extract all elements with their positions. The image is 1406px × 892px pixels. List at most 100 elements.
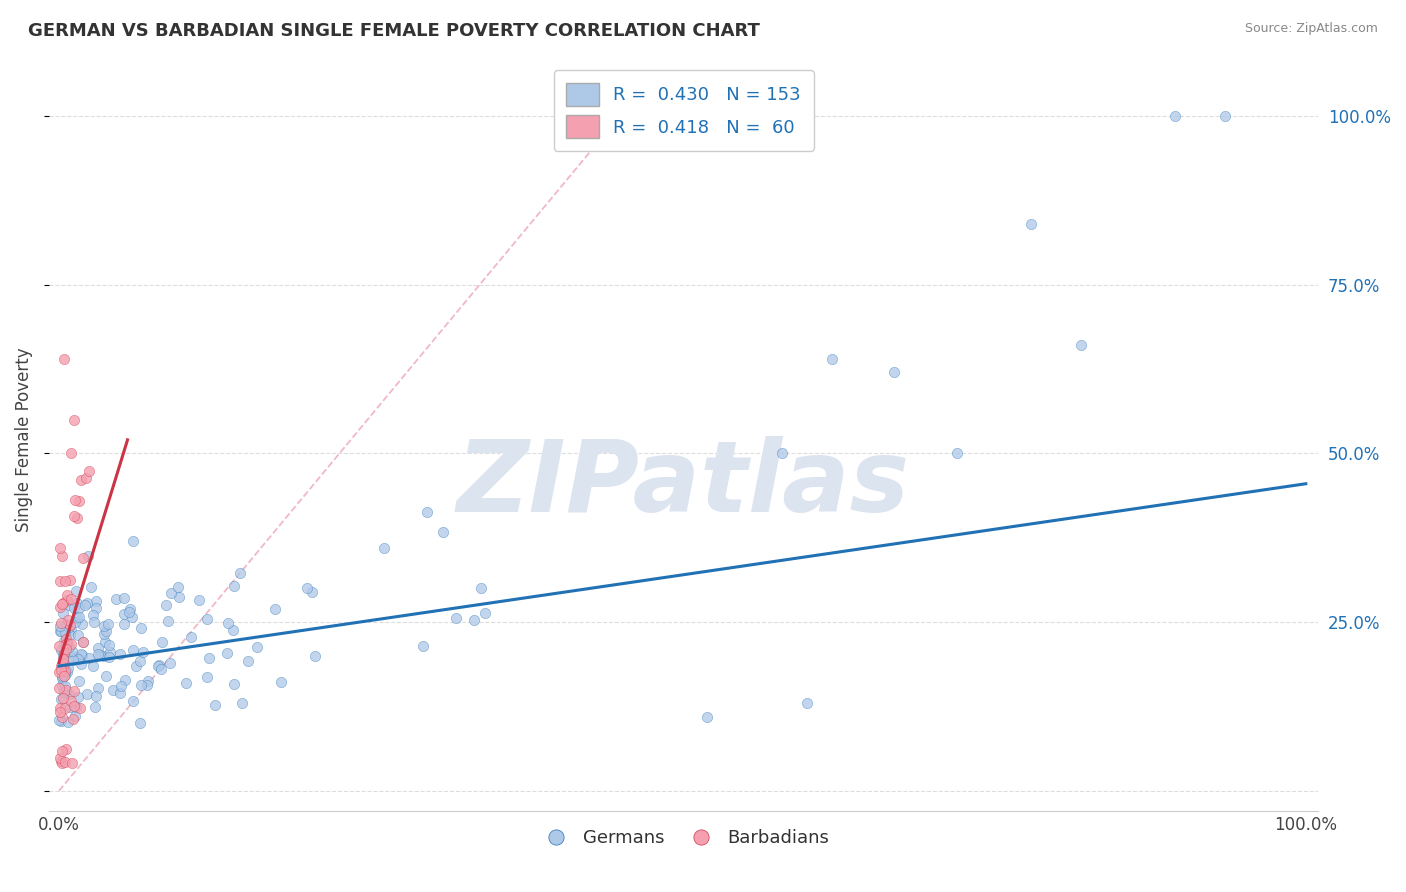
Point [48, 574, 70, 588]
Point [132, 645, 155, 659]
Point [59, 628, 82, 642]
Point [63, 492, 86, 507]
Point [770, 446, 793, 460]
Point [66, 511, 89, 525]
Point [56, 588, 79, 602]
Point [112, 591, 135, 605]
Point [297, 581, 319, 595]
Point [53, 679, 76, 693]
Text: GERMAN VS BARBADIAN SINGLE FEMALE POVERTY CORRELATION CHART: GERMAN VS BARBADIAN SINGLE FEMALE POVERT… [28, 22, 761, 40]
Point [52, 351, 75, 366]
Point [136, 678, 159, 692]
Point [48, 665, 70, 680]
Point [195, 612, 218, 626]
Point [84, 601, 107, 615]
Point [114, 673, 136, 687]
Point [51, 659, 73, 673]
Point [98, 638, 121, 652]
Point [167, 590, 190, 604]
Point [52, 685, 75, 699]
Point [146, 659, 169, 673]
Point [52, 660, 75, 674]
Point [195, 670, 218, 684]
Point [236, 654, 259, 668]
Point [86, 647, 108, 661]
Point [66, 652, 89, 666]
Point [150, 662, 173, 676]
Point [696, 709, 718, 723]
Point [63, 684, 86, 698]
Point [270, 674, 292, 689]
Point [52, 606, 75, 620]
Point [180, 630, 202, 644]
Point [49, 599, 72, 614]
Point [58, 620, 80, 634]
Point [63, 699, 86, 714]
Point [51, 624, 73, 639]
Point [94, 635, 117, 649]
Point [53, 574, 76, 588]
Point [129, 716, 152, 731]
Point [70, 657, 93, 672]
Point [156, 614, 179, 628]
Point [412, 639, 434, 653]
Point [120, 602, 142, 616]
Point [187, 592, 209, 607]
Point [1070, 338, 1092, 352]
Point [72, 635, 94, 649]
Point [470, 581, 492, 595]
Y-axis label: Single Female Poverty: Single Female Poverty [15, 348, 32, 533]
Point [108, 686, 131, 700]
Point [51, 678, 73, 692]
Point [60, 637, 83, 651]
Point [166, 580, 188, 594]
Point [67, 610, 90, 624]
Point [55, 668, 77, 682]
Point [98, 649, 121, 664]
Point [122, 694, 145, 708]
Point [51, 756, 73, 771]
Point [112, 617, 135, 632]
Point [160, 585, 183, 599]
Point [52, 691, 75, 706]
Point [416, 505, 439, 519]
Point [246, 640, 269, 655]
Point [56, 635, 79, 649]
Point [55, 742, 77, 756]
Point [60, 644, 83, 658]
Point [110, 647, 132, 661]
Point [229, 566, 252, 580]
Legend: Germans, Barbadians: Germans, Barbadians [530, 822, 837, 855]
Point [48, 681, 70, 695]
Point [70, 616, 93, 631]
Point [796, 696, 818, 710]
Point [75, 598, 97, 612]
Point [87, 681, 110, 696]
Point [59, 650, 82, 665]
Point [55, 683, 77, 698]
Point [59, 618, 82, 632]
Point [93, 648, 115, 663]
Point [69, 701, 91, 715]
Point [67, 673, 90, 688]
Point [55, 637, 77, 651]
Point [59, 574, 82, 588]
Point [51, 616, 73, 631]
Point [75, 471, 97, 485]
Point [56, 715, 79, 730]
Point [72, 648, 94, 662]
Point [48, 713, 70, 727]
Point [121, 609, 143, 624]
Text: Source: ZipAtlas.com: Source: ZipAtlas.com [1244, 22, 1378, 36]
Point [65, 584, 87, 599]
Text: ZIPatlas: ZIPatlas [457, 436, 910, 533]
Point [124, 659, 146, 673]
Point [148, 658, 170, 673]
Point [231, 697, 253, 711]
Point [53, 624, 76, 639]
Point [49, 624, 72, 639]
Point [58, 598, 80, 612]
Point [222, 676, 245, 690]
Point [60, 446, 83, 460]
Point [121, 643, 143, 657]
